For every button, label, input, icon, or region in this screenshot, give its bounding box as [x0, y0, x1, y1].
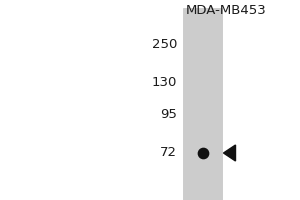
Point: [200, 151, 205, 155]
Text: 72: 72: [160, 146, 177, 160]
Text: 95: 95: [160, 108, 177, 121]
Polygon shape: [224, 145, 236, 161]
Text: 130: 130: [152, 76, 177, 90]
Text: 250: 250: [152, 38, 177, 50]
Text: MDA-MB453: MDA-MB453: [186, 4, 267, 17]
Bar: [183, 8, 222, 200]
